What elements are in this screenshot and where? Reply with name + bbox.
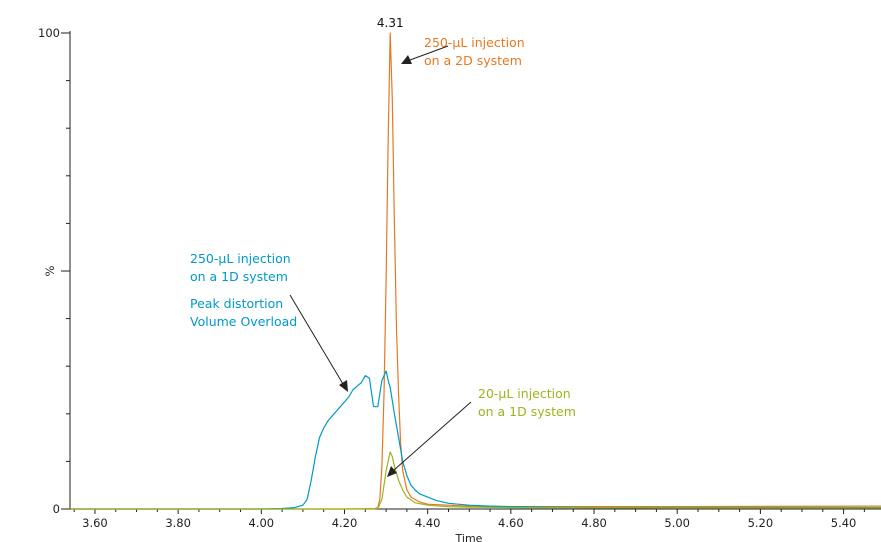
y-tick-label: 0	[53, 502, 60, 516]
y-tick-label: %	[43, 265, 57, 276]
annotation-arrows	[289, 45, 472, 477]
annotation-1d-250-system: 250-µL injection on a 1D system Peak dis…	[190, 251, 297, 329]
y-tick-label: 100	[38, 26, 60, 40]
x-tick-label: 5.20	[748, 516, 774, 530]
x-axis-title: Time	[455, 532, 483, 542]
x-tick-label: 4.80	[581, 516, 607, 530]
annotation-1d-250-line-3: Peak distortion	[190, 296, 283, 311]
arrow-1d-250	[289, 294, 348, 392]
x-tick-label: 4.40	[415, 516, 441, 530]
x-tick-label: 3.80	[165, 516, 191, 530]
annotation-1d-250-line-1: 250-µL injection	[190, 251, 291, 266]
x-tick-label: 4.20	[332, 516, 358, 530]
annotation-1d-250-line-2: on a 1D system	[190, 269, 288, 284]
chart-series	[70, 32, 881, 510]
x-tick-label: 4.00	[249, 516, 275, 530]
series-line-1d_20	[70, 451, 881, 510]
x-tick-label: 5.40	[831, 516, 857, 530]
annotation-1d-20-line-1: 20-µL injection	[478, 386, 571, 401]
arrow-1d-20	[387, 401, 472, 477]
chart-axes: 0% 100 3.60 3.80 4.00 4.20 4.40 4.60 4.80 5.00 5.…	[38, 26, 881, 530]
x-tick-label: 5.00	[664, 516, 690, 530]
x-tick-label: 3.60	[82, 516, 108, 530]
x-ticks: 3.60 3.80 4.00 4.20 4.40 4.60 4.80 5.00 5.20 5.40	[73, 509, 865, 530]
annotation-2d-system: 250-µL injection on a 2D system	[424, 35, 525, 68]
annotation-2d-line-1: 250-µL injection	[424, 35, 525, 50]
peak-label: 4.31	[377, 16, 404, 30]
annotation-2d-line-2: on a 2D system	[424, 53, 522, 68]
x-tick-label: 4.60	[498, 516, 524, 530]
arrow-2d	[401, 45, 449, 64]
series-line-2d_250	[70, 32, 881, 510]
annotation-1d-20-system: 20-µL injection on a 1D system	[478, 386, 576, 419]
series-line-1d_250	[70, 370, 881, 510]
y-ticks: 0% 100	[38, 26, 70, 516]
annotation-1d-20-line-2: on a 1D system	[478, 404, 576, 419]
annotation-1d-250-line-4: Volume Overload	[190, 314, 297, 329]
